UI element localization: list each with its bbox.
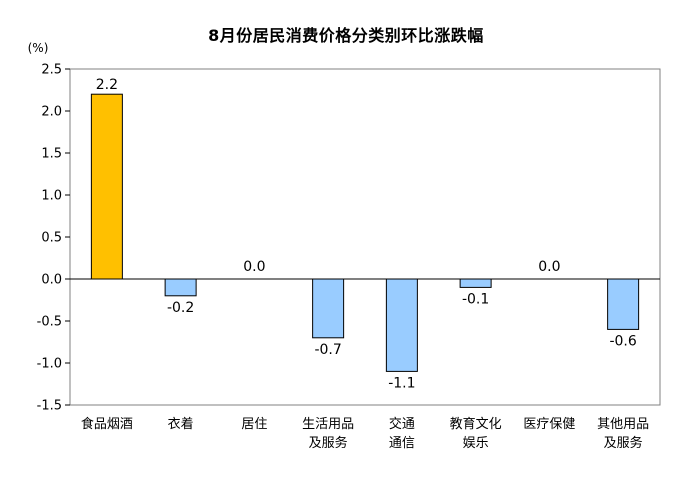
y-tick-label: 1.5: [41, 147, 62, 162]
data-label: 2.2: [96, 77, 118, 93]
bar: [312, 278, 345, 339]
y-tick-label: 2.0: [41, 105, 62, 120]
y-tick-label: 0.0: [41, 273, 62, 288]
y-tick-label: -1.5: [37, 399, 62, 414]
y-unit-label: (%): [28, 41, 49, 55]
chart-title: 8月份居民消费价格分类别环比涨跌幅: [208, 26, 484, 45]
y-tick-label: -1.0: [37, 357, 62, 372]
data-label: -0.1: [462, 291, 489, 307]
category-label: 通信: [389, 436, 415, 451]
category-label: 衣着: [168, 416, 194, 432]
data-label: 0.0: [243, 259, 265, 275]
bar: [607, 278, 640, 330]
category-label: 生活用品: [302, 417, 354, 432]
bar: [164, 278, 197, 297]
category-label: 娱乐: [463, 436, 489, 451]
data-label: -0.2: [167, 300, 194, 316]
category-label: 食品烟酒: [81, 416, 133, 432]
data-label: 0.0: [538, 259, 560, 275]
bar: [90, 93, 123, 280]
category-label: 居住: [241, 417, 267, 432]
y-tick-label: 0.5: [41, 231, 62, 246]
bar: [385, 278, 418, 372]
y-tick-label: 2.5: [41, 63, 62, 78]
category-label: 及服务: [604, 435, 643, 451]
plot-frame: [69, 68, 661, 406]
data-label: -0.7: [314, 342, 341, 358]
category-label: 及服务: [309, 435, 348, 451]
data-label: -1.1: [388, 375, 415, 391]
bar: [459, 278, 492, 288]
data-label: -0.6: [609, 333, 636, 349]
y-tick-label: -0.5: [37, 315, 62, 330]
category-label: 其他用品: [597, 417, 649, 432]
y-tick-label: 1.0: [41, 189, 62, 204]
category-label: 教育文化: [450, 416, 502, 432]
category-label: 交通: [389, 416, 415, 432]
category-label: 医疗保健: [523, 417, 575, 432]
